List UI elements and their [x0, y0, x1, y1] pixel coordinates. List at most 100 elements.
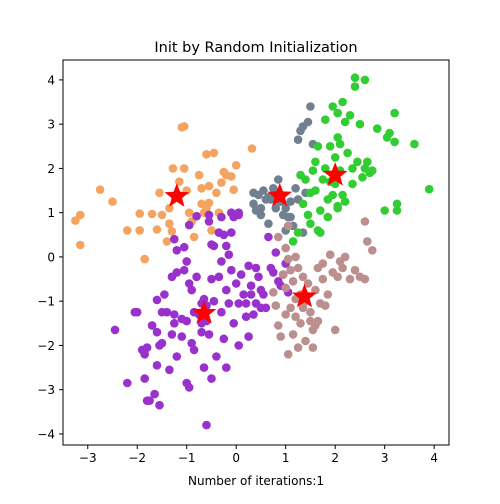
y-tick-label: −4 — [37, 427, 55, 441]
scatter-point — [246, 281, 256, 291]
scatter-point — [313, 142, 323, 151]
data-points-layer — [71, 73, 434, 430]
scatter-point — [241, 299, 251, 308]
scatter-point — [301, 175, 310, 184]
scatter-point — [160, 290, 169, 299]
scatter-point — [217, 307, 226, 317]
scatter-point — [340, 197, 350, 206]
scatter-point — [340, 252, 350, 262]
scatter-point — [283, 221, 293, 231]
scatter-point — [259, 290, 268, 299]
scatter-point — [165, 219, 174, 228]
chart-title: Init by Random Initialization — [154, 40, 357, 56]
scatter-point — [231, 279, 241, 288]
scatter-point — [239, 290, 248, 299]
scatter-point — [269, 268, 278, 277]
scatter-point — [360, 274, 370, 284]
scatter-point — [264, 232, 273, 242]
scatter-point — [338, 97, 347, 107]
scatter-point — [155, 400, 164, 410]
scatter-point — [142, 343, 152, 352]
scatter-point — [360, 75, 370, 85]
scatter-point — [303, 117, 313, 127]
scatter-point — [298, 303, 308, 313]
scatter-point — [298, 272, 308, 282]
scatter-point — [204, 330, 214, 339]
scatter-point — [249, 199, 258, 209]
scatter-point — [165, 365, 174, 375]
scatter-point — [283, 350, 293, 359]
scatter-point — [410, 139, 419, 149]
scatter-point — [187, 338, 196, 348]
scatter-point — [350, 82, 360, 91]
scatter-point — [172, 246, 182, 255]
scatter-point — [308, 343, 318, 352]
scatter-point — [424, 184, 434, 194]
scatter-point — [231, 161, 241, 170]
scatter-point — [142, 396, 152, 406]
scatter-point — [234, 208, 243, 217]
scatter-point — [182, 316, 191, 326]
scatter-point — [244, 261, 253, 271]
scatter-point — [219, 334, 229, 344]
scatter-point — [291, 312, 300, 322]
scatter-point — [283, 254, 293, 264]
y-tick-label: −2 — [37, 339, 55, 353]
scatter-point — [222, 241, 231, 251]
scatter-point — [192, 272, 201, 282]
scatter-point — [249, 310, 258, 319]
scatter-point — [321, 115, 330, 124]
scatter-point — [224, 299, 234, 308]
scatter-point — [390, 137, 399, 147]
scatter-point — [286, 197, 295, 206]
scatter-point — [318, 175, 328, 184]
scatter-point — [155, 341, 164, 350]
scatter-point — [256, 210, 266, 220]
scatter-point — [71, 216, 80, 225]
scatter-point — [179, 242, 189, 252]
scatter-point — [271, 301, 281, 310]
scatter-point — [170, 234, 179, 244]
scatter-point — [157, 210, 167, 220]
plot-frame — [62, 59, 450, 446]
scatter-point — [209, 241, 219, 251]
scatter-point — [358, 173, 367, 182]
scatter-point — [306, 102, 315, 111]
scatter-point — [140, 350, 149, 359]
scatter-point — [236, 270, 246, 279]
scatter-point — [254, 272, 263, 282]
scatter-point — [259, 186, 268, 195]
scatter-point — [209, 148, 219, 158]
centroids-layer — [164, 162, 348, 324]
scatter-point — [261, 303, 271, 313]
scatter-point — [110, 325, 120, 335]
scatter-point — [207, 274, 216, 284]
scatter-point — [204, 181, 214, 191]
scatter-point — [385, 128, 394, 138]
scatter-point — [152, 295, 162, 305]
scatter-point — [328, 190, 338, 200]
scatter-point — [249, 188, 258, 198]
scatter-point — [135, 226, 144, 235]
scatter-point — [321, 164, 330, 173]
scatter-point — [224, 250, 234, 259]
scatter-point — [286, 265, 295, 275]
scatter-point — [140, 254, 149, 264]
scatter-point — [274, 175, 283, 184]
scatter-point — [167, 330, 177, 339]
scatter-point — [135, 209, 144, 218]
scatter-point — [251, 263, 261, 273]
scatter-point — [288, 277, 298, 286]
scatter-point — [247, 144, 257, 153]
scatter-point — [140, 374, 149, 383]
scatter-point — [281, 283, 291, 293]
scatter-point — [333, 203, 343, 213]
scatter-point — [162, 307, 172, 317]
y-tick-label: 4 — [47, 73, 55, 87]
scatter-point — [197, 327, 206, 337]
scatter-point — [168, 164, 178, 173]
centroid-star — [191, 300, 217, 324]
scatter-point — [204, 217, 214, 226]
